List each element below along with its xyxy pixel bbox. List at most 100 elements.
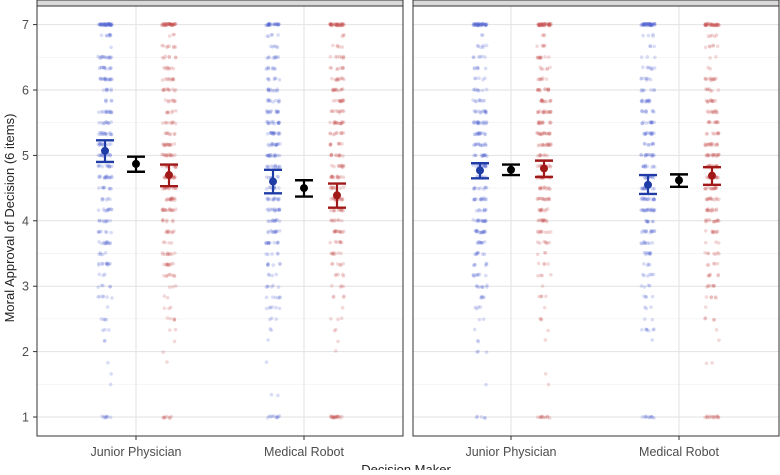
raw-point (335, 67, 339, 71)
raw-point (546, 55, 551, 59)
raw-point (709, 295, 714, 300)
raw-point (652, 165, 657, 169)
raw-point (706, 207, 711, 211)
raw-point (335, 23, 339, 28)
raw-point (273, 67, 278, 71)
raw-point (477, 88, 481, 93)
raw-point (640, 196, 644, 200)
raw-point (647, 196, 651, 201)
raw-point (712, 77, 717, 82)
raw-point (473, 142, 477, 147)
raw-point (107, 66, 112, 71)
raw-point (333, 414, 337, 419)
raw-point (173, 55, 178, 60)
raw-point (704, 187, 708, 191)
raw-point (710, 152, 715, 157)
raw-point (477, 132, 482, 136)
raw-point (276, 131, 281, 136)
raw-point (644, 78, 649, 82)
raw-point (708, 196, 713, 201)
raw-point (106, 196, 110, 201)
raw-point (549, 120, 553, 125)
raw-point (170, 77, 175, 81)
raw-point (537, 207, 541, 212)
raw-point (341, 65, 345, 70)
raw-point (648, 208, 653, 213)
raw-point (160, 218, 165, 222)
raw-point (268, 98, 272, 103)
raw-point (164, 142, 169, 147)
raw-point (338, 23, 342, 27)
raw-point (475, 65, 480, 70)
raw-point (545, 142, 549, 147)
raw-point (648, 77, 653, 82)
raw-point (710, 414, 714, 419)
raw-point (639, 284, 644, 288)
raw-point (474, 252, 479, 257)
raw-point (169, 121, 174, 126)
raw-point (108, 153, 113, 158)
raw-point (341, 66, 345, 71)
raw-point (712, 143, 717, 147)
raw-point (649, 120, 654, 125)
raw-point (333, 54, 338, 59)
raw-point (168, 197, 173, 201)
raw-point (267, 153, 271, 158)
raw-point (169, 142, 174, 147)
raw-point (545, 143, 550, 147)
raw-point (276, 121, 281, 125)
raw-point (166, 22, 171, 27)
raw-point (335, 44, 340, 49)
raw-point (536, 274, 540, 278)
raw-point (103, 76, 107, 81)
raw-point (105, 55, 109, 60)
raw-point (334, 22, 339, 27)
raw-point (109, 142, 113, 146)
raw-point (334, 23, 338, 27)
raw-point (168, 152, 173, 157)
raw-point (165, 230, 170, 235)
raw-point (173, 165, 178, 170)
raw-point (539, 67, 544, 71)
raw-point (173, 284, 178, 288)
raw-point (107, 164, 112, 168)
raw-point (338, 121, 342, 126)
raw-point (473, 262, 477, 267)
raw-point (172, 142, 177, 146)
raw-point (538, 99, 543, 103)
raw-point (713, 98, 718, 103)
raw-point (643, 76, 647, 81)
raw-point (329, 163, 334, 168)
raw-point (101, 121, 106, 126)
raw-point (645, 21, 650, 26)
raw-point (485, 285, 489, 289)
raw-point (644, 229, 649, 233)
raw-point (107, 21, 111, 26)
raw-point (650, 165, 654, 169)
raw-point (109, 230, 113, 235)
raw-point (477, 230, 482, 235)
raw-point (537, 143, 542, 147)
raw-point (165, 65, 170, 70)
raw-point (333, 229, 337, 234)
raw-point (547, 22, 551, 27)
raw-point (171, 22, 176, 27)
raw-point (642, 273, 646, 278)
raw-point (546, 197, 550, 202)
raw-point (705, 415, 710, 420)
raw-point (647, 262, 652, 267)
raw-point (160, 152, 164, 157)
raw-point (650, 23, 654, 28)
raw-point (335, 66, 340, 71)
raw-point (169, 230, 174, 235)
raw-point (269, 316, 274, 320)
raw-point (266, 99, 270, 103)
raw-point (165, 153, 169, 158)
raw-point (333, 252, 337, 256)
raw-point (712, 185, 717, 190)
raw-point (471, 273, 476, 278)
raw-point (269, 33, 274, 37)
raw-point (640, 121, 644, 126)
raw-point (482, 207, 487, 212)
raw-point (329, 187, 334, 191)
